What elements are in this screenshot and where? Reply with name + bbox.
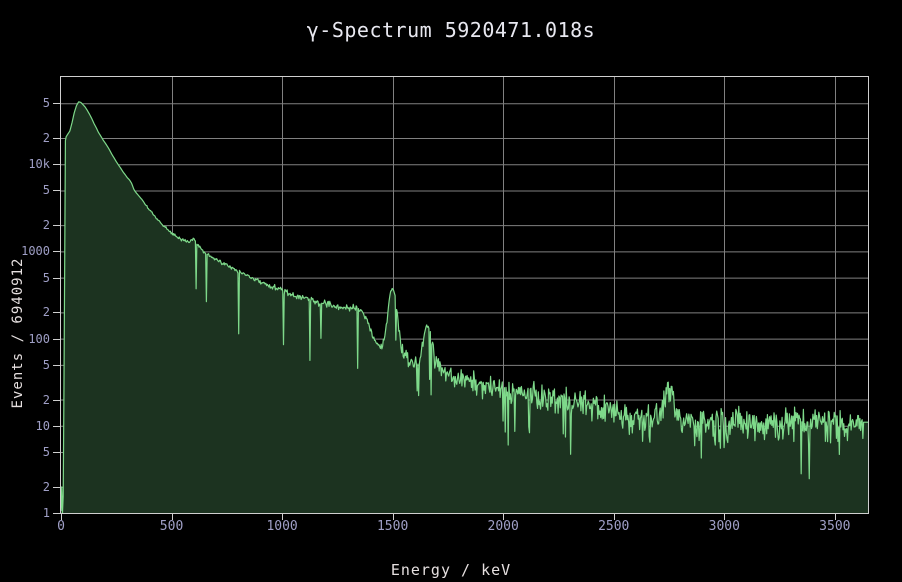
x-tick-label: 500 (159, 519, 184, 534)
x-tick-mark (835, 514, 836, 520)
y-tick-label: 1000 (21, 244, 50, 259)
y-tick-mark (53, 399, 60, 401)
y-tick-label: 5 (42, 445, 50, 460)
x-tick-mark (172, 514, 173, 520)
x-tick-label: 0 (57, 519, 65, 534)
x-axis-label: Energy / keV (390, 561, 512, 579)
x-tick-mark (393, 514, 394, 520)
plot-area (60, 76, 869, 514)
y-tick-mark (53, 338, 60, 340)
y-tick-label: 5 (42, 183, 50, 198)
y-tick-mark (53, 137, 60, 139)
y-tick-label: 1 (42, 506, 50, 520)
chart-title: γ-Spectrum 5920471.018s (306, 18, 596, 42)
y-tick-mark (53, 425, 60, 427)
y-tick-mark (53, 364, 60, 366)
y-tick-label: 2 (42, 305, 50, 320)
y-tick-mark (53, 164, 60, 166)
spectrum-line (61, 101, 868, 513)
x-tick-label: 2000 (487, 519, 519, 534)
y-tick-label: 5 (42, 270, 50, 285)
x-tick-label: 1000 (266, 519, 298, 534)
y-tick-label: 5 (42, 357, 50, 372)
y-tick-mark (53, 486, 60, 488)
y-tick-label: 10k (28, 157, 50, 172)
y-tick-label: 2 (42, 392, 50, 407)
x-tick-label: 3000 (708, 519, 740, 534)
x-tick-label: 3500 (819, 519, 851, 534)
y-tick-mark (53, 513, 60, 514)
x-tick-mark (614, 514, 615, 520)
x-tick-label: 1500 (376, 519, 409, 534)
y-tick-label: 10 (35, 418, 50, 433)
y-tick-label: 2 (42, 218, 50, 233)
spectrum-svg (61, 77, 868, 513)
y-tick-label: 2 (42, 479, 50, 494)
y-tick-mark (53, 452, 60, 454)
x-tick-mark (282, 514, 283, 520)
y-tick-mark (53, 312, 60, 314)
y-tick-label: 100 (28, 331, 50, 346)
y-tick-mark (53, 251, 60, 253)
spectrum-fill-area (61, 101, 868, 513)
x-tick-mark (61, 514, 62, 520)
y-tick-mark (53, 103, 60, 105)
y-tick-label: 5 (42, 96, 50, 111)
y-tick-mark (53, 277, 60, 279)
x-tick-label: 2500 (598, 519, 630, 534)
y-tick-label: 2 (42, 130, 50, 145)
y-tick-mark (53, 225, 60, 227)
x-tick-mark (724, 514, 725, 520)
x-tick-mark (503, 514, 504, 520)
y-tick-mark (53, 190, 60, 192)
